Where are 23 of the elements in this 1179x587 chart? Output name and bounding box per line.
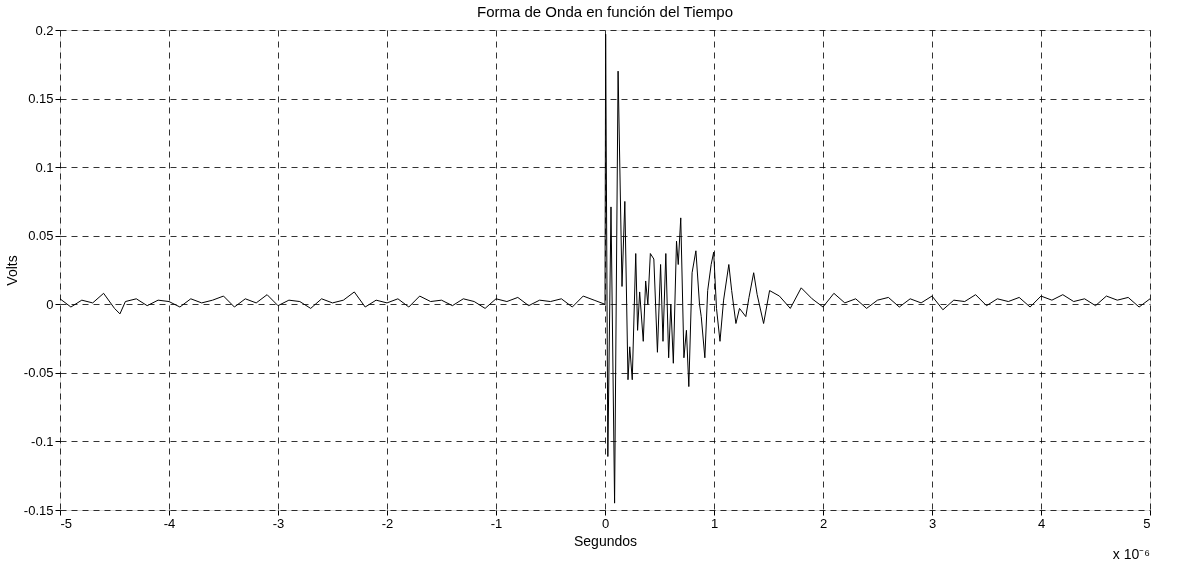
y-tick-label: 0.1 <box>35 159 54 175</box>
x-tick-label: 1 <box>710 515 719 531</box>
x-tick-label: 2 <box>819 515 828 531</box>
x-tick-label: -1 <box>490 515 503 531</box>
x-tick-label: 0 <box>601 515 610 531</box>
x-tick-label: -4 <box>163 515 176 531</box>
x-tick-label: -2 <box>381 515 394 531</box>
y-tick-label: 0.2 <box>35 22 54 38</box>
y-axis-title: Volts <box>3 255 20 286</box>
y-tick-label: 0.05 <box>28 228 54 244</box>
y-tick-label: 0.15 <box>28 91 54 107</box>
text: x 10⁻⁶ <box>1112 546 1150 562</box>
y-tick-label: -0.1 <box>31 433 54 449</box>
y-tick-label: 0 <box>46 296 54 312</box>
x-tick-label: -5 <box>60 515 73 531</box>
y-tick-label: -0.05 <box>23 365 54 381</box>
x-tick-label: 3 <box>928 515 937 531</box>
x-tick-label: 4 <box>1037 515 1046 531</box>
x-tick-label: -3 <box>272 515 285 531</box>
x-tick-label: 5 <box>1143 515 1151 531</box>
chart-title: Forma de Onda en función del Tiempo <box>477 3 733 20</box>
y-tick-label: -0.15 <box>23 502 54 518</box>
x-axis-title: Segundos <box>573 532 638 549</box>
